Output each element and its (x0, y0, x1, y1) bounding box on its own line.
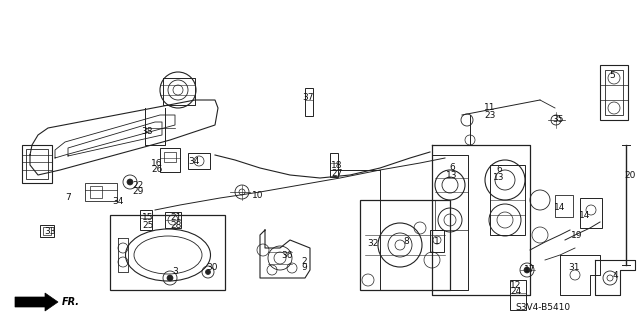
Text: 14: 14 (579, 211, 591, 219)
Bar (330, 153, 338, 177)
Text: 37: 37 (302, 93, 314, 102)
Polygon shape (15, 293, 58, 311)
Circle shape (524, 267, 530, 273)
Bar (22, 145, 52, 183)
Text: 25: 25 (142, 220, 154, 229)
Text: 6: 6 (449, 164, 455, 173)
Text: 31: 31 (568, 263, 580, 271)
Text: 18: 18 (332, 161, 343, 170)
Bar (140, 210, 152, 230)
Text: 14: 14 (554, 204, 566, 212)
Text: 24: 24 (510, 287, 522, 296)
Text: 10: 10 (252, 191, 264, 201)
Text: 6: 6 (496, 166, 502, 174)
Bar (555, 195, 573, 217)
Text: 12: 12 (510, 280, 522, 290)
Bar (26, 149, 48, 179)
Bar (360, 200, 450, 290)
Text: 36: 36 (281, 250, 292, 259)
Bar (510, 280, 526, 310)
Bar (430, 230, 444, 252)
Text: FR.: FR. (62, 297, 80, 307)
Text: 33: 33 (44, 226, 56, 235)
Text: 27: 27 (332, 168, 342, 177)
Text: 16: 16 (151, 159, 163, 167)
Bar (164, 152, 176, 162)
Text: 1: 1 (434, 236, 440, 246)
Text: 34: 34 (112, 197, 124, 205)
Text: 35: 35 (552, 115, 564, 124)
Bar (165, 212, 181, 228)
Bar (605, 70, 623, 115)
Text: 29: 29 (132, 188, 144, 197)
Bar (85, 183, 117, 201)
Text: 22: 22 (132, 181, 143, 189)
Text: 15: 15 (142, 213, 154, 222)
Text: 5: 5 (609, 70, 615, 79)
Bar (600, 65, 628, 120)
Text: 30: 30 (206, 263, 218, 272)
Text: 28: 28 (170, 220, 182, 229)
Text: 2: 2 (301, 256, 307, 265)
Text: 23: 23 (484, 110, 496, 120)
Bar (160, 148, 180, 172)
Text: 8: 8 (403, 236, 409, 246)
Text: 19: 19 (572, 231, 583, 240)
Bar (580, 198, 602, 228)
Bar (305, 88, 313, 116)
Text: 34: 34 (188, 158, 200, 167)
Bar (90, 186, 102, 198)
Circle shape (205, 270, 211, 275)
Bar (43, 227, 51, 235)
Circle shape (167, 275, 173, 281)
Text: 32: 32 (367, 240, 379, 249)
Text: 20: 20 (624, 170, 636, 180)
Text: 13: 13 (493, 173, 505, 182)
Bar (490, 165, 525, 235)
Text: 7: 7 (65, 194, 71, 203)
Text: 26: 26 (151, 166, 163, 174)
Text: 4: 4 (612, 271, 618, 279)
Text: 13: 13 (446, 170, 458, 180)
Bar (188, 153, 210, 169)
Text: 9: 9 (301, 263, 307, 272)
Circle shape (127, 179, 133, 185)
Text: 38: 38 (141, 128, 153, 137)
Bar (40, 225, 54, 237)
Text: 21: 21 (170, 213, 182, 222)
Text: 11: 11 (484, 103, 496, 113)
Text: S3V4-B5410: S3V4-B5410 (515, 303, 570, 313)
Text: 3: 3 (172, 268, 178, 277)
Bar (110, 215, 225, 290)
Text: 17: 17 (524, 265, 536, 275)
